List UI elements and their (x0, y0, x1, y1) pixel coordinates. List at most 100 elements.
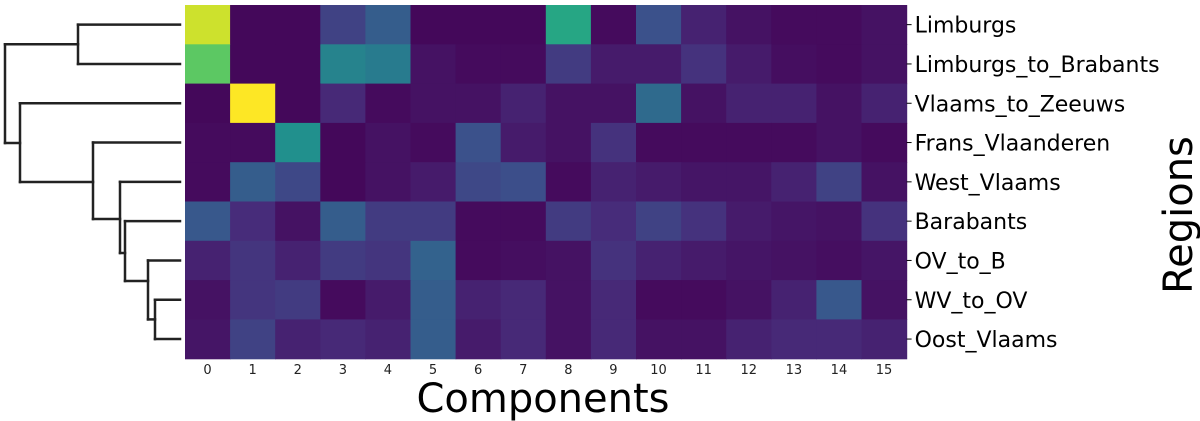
heatmap-cell (320, 240, 366, 281)
heatmap-cell (636, 5, 682, 45)
heatmap-cell (726, 44, 772, 85)
heatmap-cell (320, 83, 366, 124)
heatmap-cell (365, 122, 412, 163)
x-tick-label: 0 (203, 363, 211, 378)
heatmap-cell (455, 162, 502, 203)
x-tick-label: 10 (650, 363, 667, 378)
y-tick-label: Oost_Vlaams (915, 328, 1058, 353)
heatmap-cell (500, 280, 547, 320)
heatmap-cell (500, 240, 547, 281)
heatmap-cell (230, 5, 276, 45)
heatmap-cell (816, 5, 863, 45)
y-tick-label: WV_to_OV (915, 289, 1028, 314)
heatmap-cell (590, 280, 637, 320)
y-tick-label: Frans_Vlaanderen (915, 132, 1111, 157)
x-axis-title: Components (416, 376, 669, 421)
x-tick-label: 11 (695, 363, 712, 378)
heatmap-cell (500, 201, 547, 242)
heatmap-cell (636, 280, 682, 320)
heatmap-cell (636, 240, 682, 281)
heatmap-cell (455, 83, 502, 124)
heatmap-cell (590, 44, 637, 85)
heatmap-cell (275, 201, 321, 242)
heatmap-cell (681, 240, 727, 281)
heatmap-cell (636, 162, 682, 203)
y-axis-title: Regions (1156, 136, 1200, 294)
heatmap-cell (275, 240, 321, 281)
heatmap-cell (726, 5, 772, 45)
heatmap-cell (455, 319, 502, 360)
heatmap-cell (816, 319, 863, 360)
heatmap-cell (771, 5, 817, 45)
heatmap-cell (861, 201, 908, 242)
heatmap-cell (320, 319, 366, 360)
heatmap-cell (185, 5, 231, 45)
heatmap-cell (320, 44, 366, 85)
heatmap-cell (816, 162, 863, 203)
heatmap-cell (590, 5, 637, 45)
heatmap-cell (365, 5, 412, 45)
heatmap-cell (861, 83, 908, 124)
heatmap-cell (410, 5, 457, 45)
heatmap-cell (771, 280, 817, 320)
x-tick-label: 12 (740, 363, 757, 378)
heatmap-cell (590, 240, 637, 281)
heatmap-cell (455, 201, 502, 242)
heatmap-cell (771, 319, 817, 360)
heatmap-cells (185, 5, 908, 360)
heatmap-cell (455, 240, 502, 281)
heatmap-cell (545, 83, 592, 124)
heatmap-cell (861, 319, 908, 360)
y-tick-label: Limburgs_to_Brabants (915, 53, 1160, 78)
heatmap-cell (185, 201, 231, 242)
heatmap-cell (545, 162, 592, 203)
y-tick-label: Limburgs (915, 14, 1017, 39)
heatmap-cell (545, 201, 592, 242)
heatmap-cell (726, 240, 772, 281)
heatmap-cell (771, 44, 817, 85)
heatmap-cell (455, 122, 502, 163)
heatmap-cell (500, 162, 547, 203)
heatmap-cell (545, 44, 592, 85)
heatmap-cell (771, 201, 817, 242)
heatmap-cell (636, 83, 682, 124)
y-tick-label: OV_to_B (915, 249, 1006, 274)
heatmap-cell (861, 162, 908, 203)
heatmap-cell (365, 201, 412, 242)
heatmap-cell (185, 44, 231, 85)
heatmap-cell (861, 280, 908, 320)
heatmap-cell (590, 83, 637, 124)
x-tick-label: 14 (831, 363, 848, 378)
heatmap-cell (590, 162, 637, 203)
x-tick-label: 9 (609, 363, 617, 378)
x-tick-label: 3 (339, 363, 347, 378)
heatmap-cell (230, 240, 276, 281)
x-tick-labels: 0 1 2 3 4 5 6 7 8 9 10 11 12 13 14 15 (203, 363, 892, 378)
heatmap-cell (230, 280, 276, 320)
heatmap-cell (320, 280, 366, 320)
heatmap-cell (726, 162, 772, 203)
x-tick-label: 8 (564, 363, 572, 378)
heatmap-cell (681, 201, 727, 242)
x-tick-label: 2 (294, 363, 302, 378)
heatmap-cell (861, 122, 908, 163)
heatmap-cell (275, 319, 321, 360)
heatmap-cell (275, 162, 321, 203)
heatmap-cell (230, 162, 276, 203)
heatmap-cell (365, 280, 412, 320)
heatmap-cell (590, 319, 637, 360)
heatmap-cell (545, 280, 592, 320)
x-tick-label: 4 (384, 363, 392, 378)
x-tick-label: 7 (519, 363, 527, 378)
heatmap-cell (230, 122, 276, 163)
heatmap-cell (185, 83, 231, 124)
heatmap-cell (275, 122, 321, 163)
heatmap-cell (726, 122, 772, 163)
heatmap-cell (590, 122, 637, 163)
heatmap-cell (410, 240, 457, 281)
x-tick-label: 1 (249, 363, 257, 378)
heatmap-cell (455, 280, 502, 320)
heatmap-cell (545, 319, 592, 360)
heatmap-cell (230, 44, 276, 85)
y-tick-labels: Limburgs Limburgs_to_Brabants Vlaams_to_Ze… (906, 14, 1160, 353)
